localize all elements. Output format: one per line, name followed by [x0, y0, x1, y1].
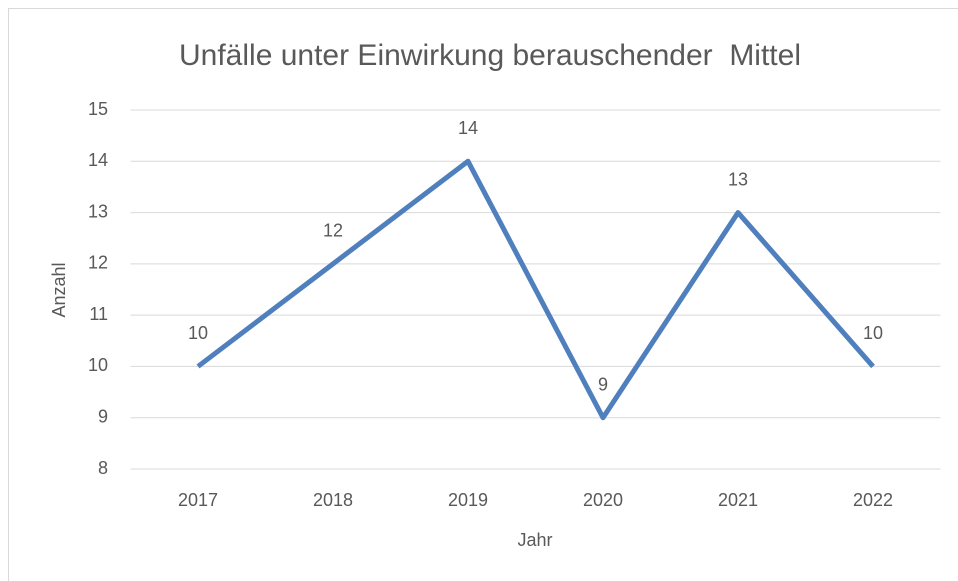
- x-tick-label: 2018: [313, 490, 353, 510]
- data-label: 10: [863, 323, 883, 343]
- y-tick-label: 9: [98, 406, 108, 426]
- x-tick-label: 2019: [448, 490, 488, 510]
- y-tick-label: 11: [89, 304, 108, 324]
- y-tick-label: 12: [88, 253, 108, 273]
- x-tick-label: 2020: [583, 490, 623, 510]
- y-tick-label: 8: [98, 458, 108, 478]
- data-label: 12: [323, 221, 343, 241]
- x-tick-label: 2022: [853, 490, 893, 510]
- data-label: 10: [188, 323, 208, 343]
- data-label: 9: [598, 374, 608, 394]
- y-axis-label: Anzahl: [49, 262, 69, 317]
- y-tick-label: 10: [88, 355, 108, 375]
- chart-title: Unfälle unter Einwirkung berauschender M…: [179, 39, 801, 72]
- data-label: 13: [728, 169, 748, 189]
- x-axis-label: Jahr: [517, 530, 552, 550]
- data-line: [196, 158, 875, 421]
- data-label: 14: [458, 118, 478, 138]
- y-tick-label: 14: [88, 150, 108, 170]
- x-tick-label: 2017: [178, 490, 218, 510]
- y-tick-label: 13: [88, 201, 108, 221]
- y-tick-label: 15: [88, 99, 108, 119]
- x-tick-label: 2021: [718, 490, 758, 510]
- chart-frame: [8, 8, 958, 581]
